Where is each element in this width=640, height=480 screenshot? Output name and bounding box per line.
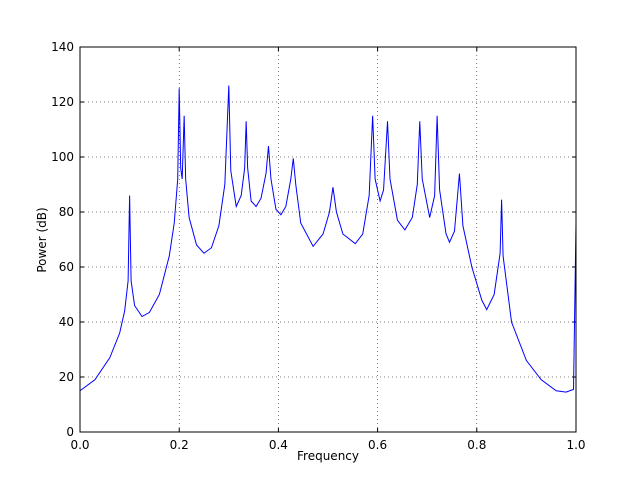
x-tick-label: 0.6 — [368, 438, 387, 452]
x-tick-label: 1.0 — [566, 438, 585, 452]
y-tick-label: 40 — [59, 315, 74, 329]
y-tick-label: 80 — [59, 205, 74, 219]
y-tick-label: 60 — [59, 260, 74, 274]
line-series — [79, 85, 577, 393]
y-axis-label: Power (dB) — [35, 207, 49, 272]
y-tick-label: 100 — [51, 150, 74, 164]
y-tick-label: 0 — [66, 425, 74, 439]
x-tick-label: 0.4 — [269, 438, 288, 452]
x-tick-label: 0.8 — [467, 438, 486, 452]
x-tick-label: 0.0 — [70, 438, 89, 452]
plot-frame — [79, 46, 577, 433]
x-tick-label: 0.2 — [170, 438, 189, 452]
y-tick-label: 120 — [51, 95, 74, 109]
x-axis-label: Frequency — [297, 449, 359, 463]
y-tick-label: 140 — [51, 40, 74, 54]
y-tick-label: 20 — [59, 370, 74, 384]
